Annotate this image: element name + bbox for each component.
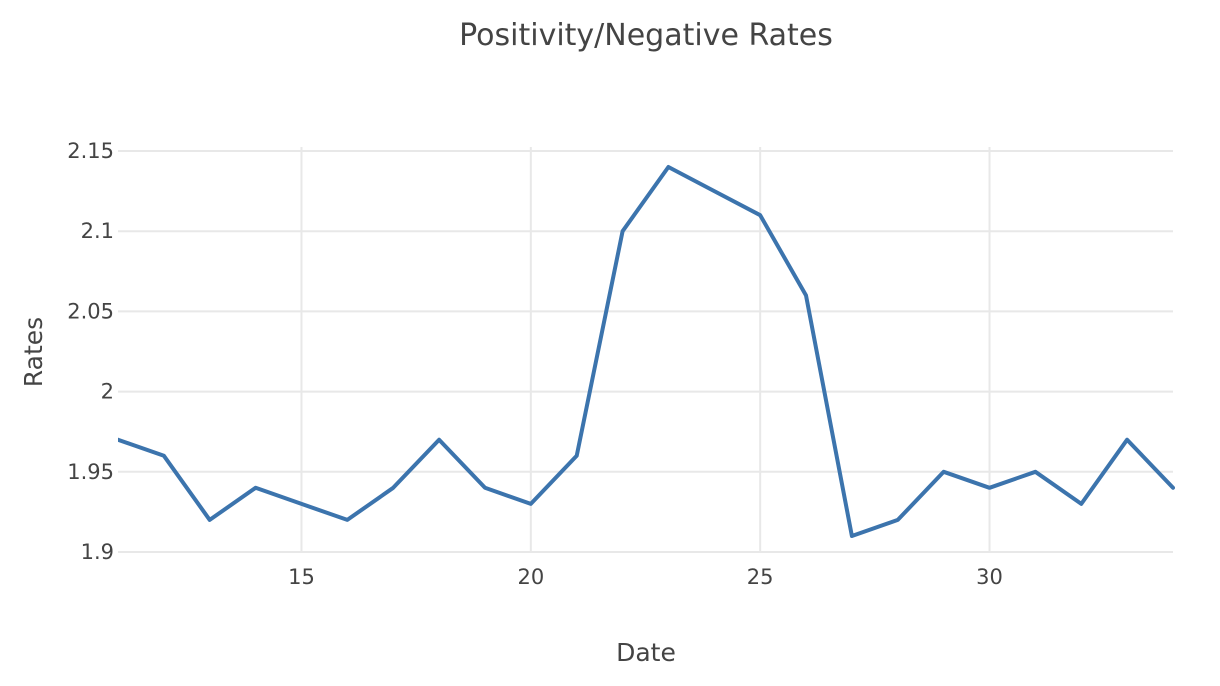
y-axis-ticks: 1.9 1.95 2 2.05 2.1 2.15 (67, 139, 114, 564)
grid-layer (118, 147, 1173, 553)
x-tick-label: 15 (288, 565, 315, 589)
x-axis-ticks: 15 20 25 30 (288, 565, 1003, 589)
x-tick-label: 25 (747, 565, 774, 589)
y-tick-label: 2.1 (81, 219, 114, 243)
y-tick-label: 2 (101, 380, 114, 404)
y-tick-label: 2.15 (67, 139, 114, 163)
chart-title: Positivity/Negative Rates (459, 18, 833, 53)
y-tick-label: 2.05 (67, 299, 114, 323)
y-tick-label: 1.9 (81, 540, 114, 564)
y-axis-title: Rates (19, 317, 48, 387)
series-layer (118, 165, 1175, 538)
y-tick-label: 1.95 (67, 460, 114, 484)
x-axis-title: Date (616, 638, 676, 667)
series-line-0 (118, 165, 1175, 538)
x-tick-label: 20 (517, 565, 544, 589)
x-tick-label: 30 (976, 565, 1003, 589)
